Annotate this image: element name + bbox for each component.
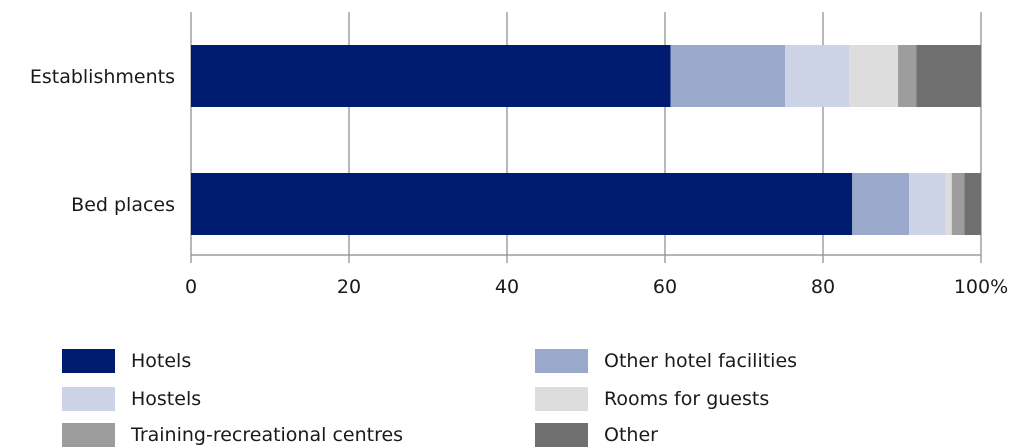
legend-label-rooms-for-guests: Rooms for guests bbox=[604, 388, 770, 410]
bar-segment-establishments-hostels bbox=[785, 45, 850, 107]
legend-label-hostels: Hostels bbox=[131, 388, 202, 410]
y-category-label: Establishments bbox=[30, 66, 175, 88]
legend-label-training-recreational-centres: Training-recreational centres bbox=[131, 424, 404, 446]
legend-item-rooms-for-guests: Rooms for guests bbox=[535, 387, 769, 411]
legend-swatch-training-recreational-centres bbox=[62, 423, 115, 447]
legend-item-hostels: Hostels bbox=[62, 387, 201, 411]
legend-label-other: Other bbox=[604, 424, 658, 446]
y-category-label: Bed places bbox=[71, 194, 175, 216]
legend-item-other: Other bbox=[535, 423, 658, 447]
bar-segment-establishments-training-recreational-centres bbox=[898, 45, 917, 107]
legend-swatch-hotels bbox=[62, 349, 115, 373]
legend-swatch-rooms-for-guests bbox=[535, 387, 588, 411]
legend-swatch-other bbox=[535, 423, 588, 447]
bar-segment-establishments-rooms-for-guests bbox=[849, 45, 899, 107]
bar-segment-bed-places-other-hotel-facilities bbox=[852, 173, 910, 235]
legend-label-hotels: Hotels bbox=[131, 350, 192, 372]
bar-segment-establishments-hotels bbox=[191, 45, 671, 107]
bar-segment-bed-places-training-recreational-centres bbox=[951, 173, 965, 235]
legend-item-hotels: Hotels bbox=[62, 349, 191, 373]
legend-swatch-hostels bbox=[62, 387, 115, 411]
x-tick-label: 40 bbox=[495, 276, 519, 298]
x-tick-label: 80 bbox=[811, 276, 835, 298]
x-tick-label: 20 bbox=[337, 276, 361, 298]
bar-segment-establishments-other-hotel-facilities bbox=[670, 45, 786, 107]
bar-segment-bed-places-rooms-for-guests bbox=[945, 173, 952, 235]
x-tick-label: 60 bbox=[653, 276, 677, 298]
bar-segment-bed-places-hostels bbox=[909, 173, 946, 235]
bar-segment-bed-places-hotels bbox=[191, 173, 853, 235]
bars bbox=[191, 45, 981, 235]
x-tick-label: 100% bbox=[954, 276, 1008, 298]
legend-item-other-hotel-facilities: Other hotel facilities bbox=[535, 349, 797, 373]
legend-swatch-other-hotel-facilities bbox=[535, 349, 588, 373]
bar-segment-establishments-other bbox=[916, 45, 981, 107]
axes: 0 20 40 60 80 100% Establishments Bed places bbox=[30, 66, 1008, 298]
x-tick-label: 0 bbox=[185, 276, 197, 298]
legend-item-training-recreational-centres: Training-recreational centres bbox=[62, 423, 403, 447]
bar-segment-bed-places-other bbox=[964, 173, 981, 235]
legend-label-other-hotel-facilities: Other hotel facilities bbox=[604, 350, 798, 372]
